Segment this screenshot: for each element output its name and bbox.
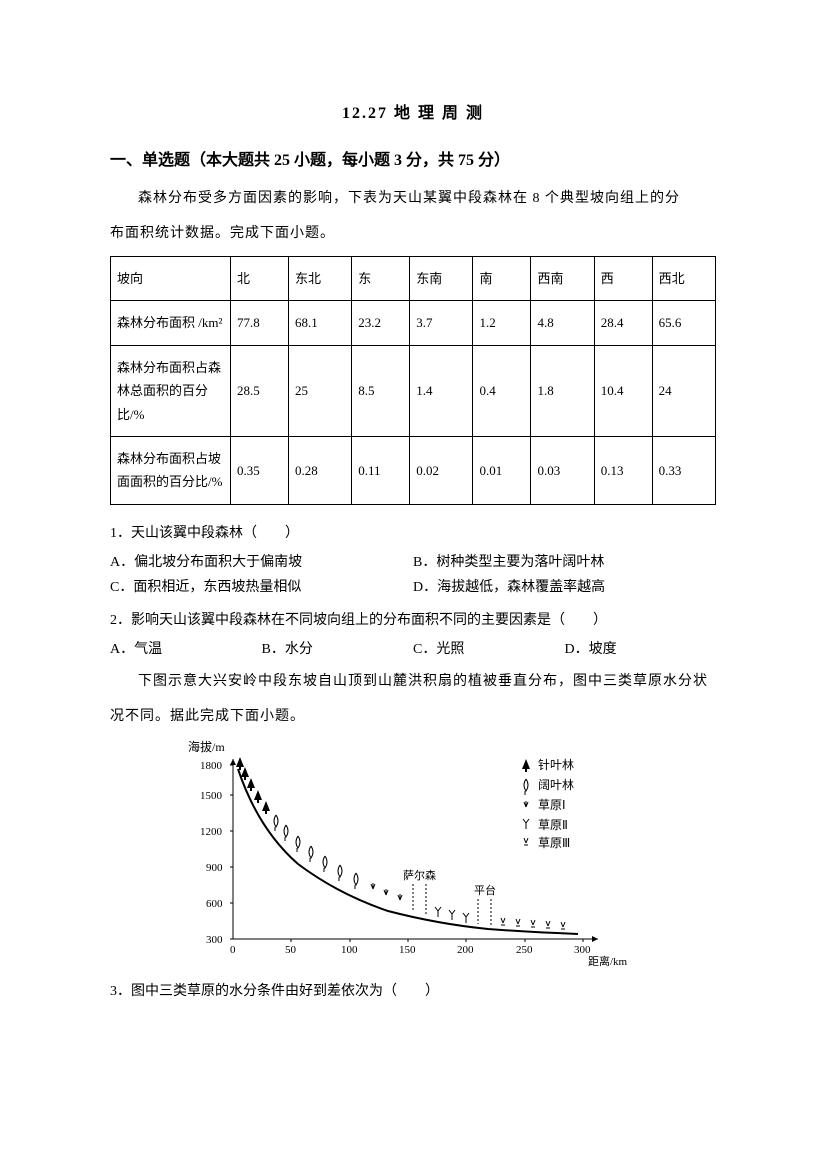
intro2-line-2: 况不同。据此完成下面小题。 bbox=[110, 704, 716, 729]
intro-line-1: 森林分布受多方面因素的影响，下表为天山某翼中段森林在 8 个典型坡向组上的分 bbox=[110, 186, 716, 211]
grass1-markers bbox=[371, 883, 402, 900]
svg-text:300: 300 bbox=[574, 944, 591, 956]
svg-text:300: 300 bbox=[206, 934, 223, 946]
q2-options: A．气温 B．水分 C．光照 D．坡度 bbox=[110, 637, 716, 662]
svg-text:100: 100 bbox=[341, 944, 358, 956]
cell: 23.2 bbox=[352, 301, 410, 345]
row-label: 森林分布面积占坡面面积的百分比/% bbox=[111, 436, 231, 504]
data-table: 坡向 北 东北 东 东南 南 西南 西 西北 森林分布面积 /km² 77.8 … bbox=[110, 256, 716, 505]
anno-terrace: 平台 bbox=[474, 883, 496, 897]
cell: 0.13 bbox=[594, 436, 652, 504]
th: 东北 bbox=[288, 256, 351, 300]
svg-text:1800: 1800 bbox=[200, 760, 223, 772]
table-row: 森林分布面积占森林总面积的百分比/% 28.5 25 8.5 1.4 0.4 1… bbox=[111, 345, 716, 436]
doc-title: 12.27 地 理 周 测 bbox=[110, 100, 716, 129]
row-label: 森林分布面积 /km² bbox=[111, 301, 231, 345]
th: 坡向 bbox=[111, 256, 231, 300]
svg-text:900: 900 bbox=[206, 862, 223, 874]
opt: B．树种类型主要为落叶阔叶林 bbox=[413, 550, 716, 575]
th: 北 bbox=[231, 256, 289, 300]
svg-text:250: 250 bbox=[516, 944, 533, 956]
th: 西南 bbox=[531, 256, 594, 300]
q2-text: 2．影响天山该翼中段森林在不同坡向组上的分布面积不同的主要因素是（ ） bbox=[110, 608, 716, 633]
anno-pond: 萨尔森 bbox=[403, 868, 436, 882]
cell: 0.4 bbox=[473, 345, 531, 436]
svg-text:600: 600 bbox=[206, 898, 223, 910]
grass2-markers bbox=[435, 907, 469, 923]
y-ticks: 300 600 900 1200 1500 1800 bbox=[200, 760, 233, 946]
q1-options: A．偏北坡分布面积大于偏南坡 B．树种类型主要为落叶阔叶林 C．面积相近，东西坡… bbox=[110, 550, 716, 600]
svg-text:草原Ⅰ: 草原Ⅰ bbox=[538, 798, 566, 812]
opt: D．海拔越低，森林覆盖率越高 bbox=[413, 575, 716, 600]
legend: 针叶林 阔叶林 草原Ⅰ 草原Ⅱ 草原Ⅲ bbox=[522, 757, 574, 850]
th: 东南 bbox=[410, 256, 473, 300]
vegetation-chart: 海拔/m 300 600 900 1200 1500 1800 0 50 100… bbox=[178, 739, 648, 969]
th: 东 bbox=[352, 256, 410, 300]
opt: C．面积相近，东西坡热量相似 bbox=[110, 575, 413, 600]
cell: 28.5 bbox=[231, 345, 289, 436]
th: 西 bbox=[594, 256, 652, 300]
opt: B．水分 bbox=[262, 637, 414, 662]
y-axis-title: 海拔/m bbox=[188, 739, 225, 754]
cell: 65.6 bbox=[652, 301, 715, 345]
cell: 0.03 bbox=[531, 436, 594, 504]
intro2-line-1: 下图示意大兴安岭中段东坡自山顶到山麓洪积扇的植被垂直分布，图中三类草原水分状 bbox=[110, 669, 716, 694]
svg-text:200: 200 bbox=[457, 944, 474, 956]
th: 南 bbox=[473, 256, 531, 300]
cell: 8.5 bbox=[352, 345, 410, 436]
svg-text:草原Ⅲ: 草原Ⅲ bbox=[538, 836, 570, 850]
opt: A．气温 bbox=[110, 637, 262, 662]
cell: 3.7 bbox=[410, 301, 473, 345]
svg-text:50: 50 bbox=[285, 944, 297, 956]
svg-text:0: 0 bbox=[230, 944, 236, 956]
x-axis-title: 距离/km bbox=[588, 954, 628, 968]
svg-text:草原Ⅱ: 草原Ⅱ bbox=[538, 818, 568, 832]
cell: 1.2 bbox=[473, 301, 531, 345]
svg-text:1500: 1500 bbox=[200, 790, 223, 802]
cell: 0.11 bbox=[352, 436, 410, 504]
table-header-row: 坡向 北 东北 东 东南 南 西南 西 西北 bbox=[111, 256, 716, 300]
cell: 4.8 bbox=[531, 301, 594, 345]
cell: 0.35 bbox=[231, 436, 289, 504]
cell: 0.02 bbox=[410, 436, 473, 504]
svg-text:150: 150 bbox=[399, 944, 416, 956]
svg-text:阔叶林: 阔叶林 bbox=[538, 778, 574, 792]
cell: 0.01 bbox=[473, 436, 531, 504]
opt: A．偏北坡分布面积大于偏南坡 bbox=[110, 550, 413, 575]
intro-line-2: 布面积统计数据。完成下面小题。 bbox=[110, 221, 716, 246]
cell: 1.4 bbox=[410, 345, 473, 436]
q1-text: 1．天山该翼中段森林（ ） bbox=[110, 521, 716, 546]
svg-text:1200: 1200 bbox=[200, 826, 223, 838]
cell: 25 bbox=[288, 345, 351, 436]
cell: 1.8 bbox=[531, 345, 594, 436]
opt: C．光照 bbox=[413, 637, 565, 662]
th: 西北 bbox=[652, 256, 715, 300]
row-label: 森林分布面积占森林总面积的百分比/% bbox=[111, 345, 231, 436]
cell: 0.33 bbox=[652, 436, 715, 504]
cell: 24 bbox=[652, 345, 715, 436]
section-header: 一、单选题（本大题共 25 小题，每小题 3 分，共 75 分） bbox=[110, 147, 716, 176]
opt: D．坡度 bbox=[565, 637, 717, 662]
cell: 68.1 bbox=[288, 301, 351, 345]
cell: 0.28 bbox=[288, 436, 351, 504]
cell: 77.8 bbox=[231, 301, 289, 345]
cell: 28.4 bbox=[594, 301, 652, 345]
grass3-markers bbox=[501, 918, 565, 929]
table-row: 森林分布面积占坡面面积的百分比/% 0.35 0.28 0.11 0.02 0.… bbox=[111, 436, 716, 504]
q3-text: 3．图中三类草原的水分条件由好到差依次为（ ） bbox=[110, 979, 716, 1004]
cell: 10.4 bbox=[594, 345, 652, 436]
table-row: 森林分布面积 /km² 77.8 68.1 23.2 3.7 1.2 4.8 2… bbox=[111, 301, 716, 345]
x-ticks: 0 50 100 150 200 250 300 bbox=[230, 939, 591, 956]
svg-text:针叶林: 针叶林 bbox=[538, 757, 574, 772]
